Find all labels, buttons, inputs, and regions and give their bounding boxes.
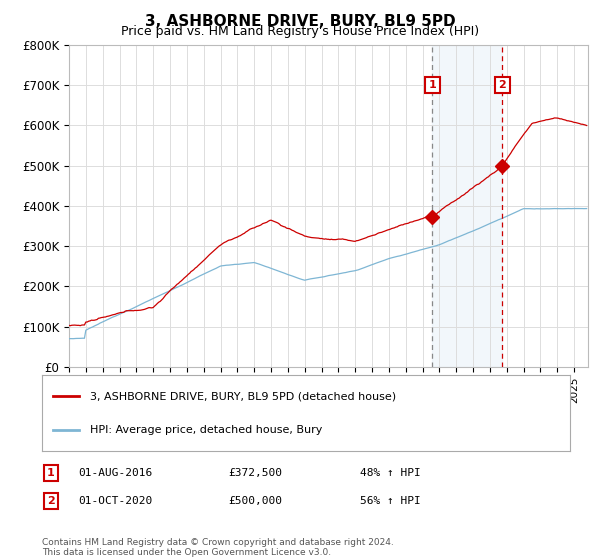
Text: 3, ASHBORNE DRIVE, BURY, BL9 5PD: 3, ASHBORNE DRIVE, BURY, BL9 5PD [145,14,455,29]
Text: 01-AUG-2016: 01-AUG-2016 [78,468,152,478]
Text: £500,000: £500,000 [228,496,282,506]
Text: Price paid vs. HM Land Registry's House Price Index (HPI): Price paid vs. HM Land Registry's House … [121,25,479,38]
Text: 48% ↑ HPI: 48% ↑ HPI [360,468,421,478]
Text: 1: 1 [428,80,436,90]
Text: 2: 2 [47,496,55,506]
Text: 1: 1 [47,468,55,478]
Text: 2: 2 [499,80,506,90]
Text: 3, ASHBORNE DRIVE, BURY, BL9 5PD (detached house): 3, ASHBORNE DRIVE, BURY, BL9 5PD (detach… [89,391,395,402]
Text: 01-OCT-2020: 01-OCT-2020 [78,496,152,506]
Text: 56% ↑ HPI: 56% ↑ HPI [360,496,421,506]
Bar [433,45,502,367]
Text: Contains HM Land Registry data © Crown copyright and database right 2024.
This d: Contains HM Land Registry data © Crown c… [42,538,394,557]
Text: HPI: Average price, detached house, Bury: HPI: Average price, detached house, Bury [89,424,322,435]
Text: £372,500: £372,500 [228,468,282,478]
